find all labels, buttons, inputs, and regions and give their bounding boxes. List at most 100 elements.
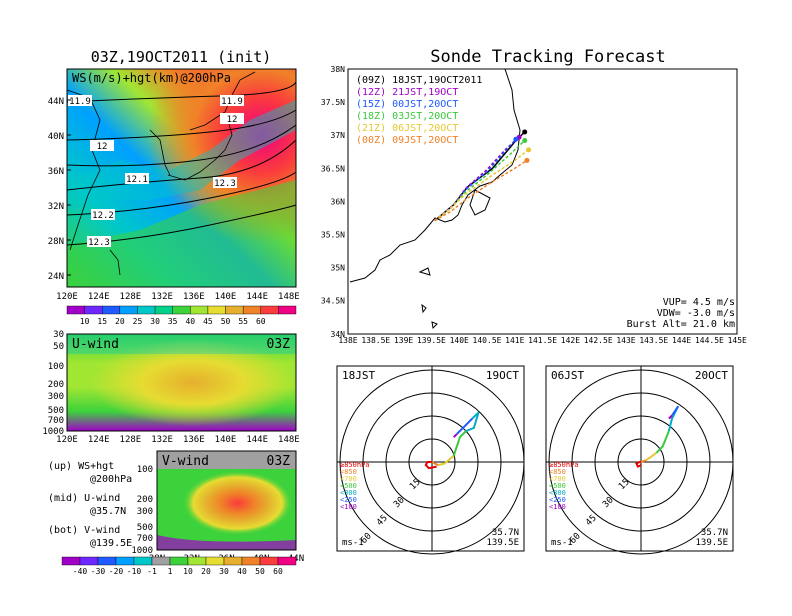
contour-label-bg — [220, 95, 244, 106]
right-title: Sonde Tracking Forecast — [430, 47, 665, 67]
hodograph-segment — [668, 414, 673, 420]
lat-tick-label: 36N — [48, 167, 64, 177]
level-legend-item: <700 — [549, 475, 566, 483]
note-line: @139.5E — [90, 538, 132, 549]
level-legend-item: <500 — [340, 482, 357, 490]
colorbar-box — [169, 556, 189, 566]
lon-tick-label: 140E — [215, 435, 237, 445]
colorbar-box — [278, 305, 297, 315]
note-line: @35.7N — [90, 506, 126, 517]
colorbar-box — [137, 305, 156, 315]
colorbar-box — [259, 556, 279, 566]
lon-tick-label: 132E — [151, 435, 173, 445]
level-tick: 1000 — [131, 546, 153, 556]
colorbar-box — [154, 305, 173, 315]
level-tick: 30 — [53, 330, 64, 340]
level-tick: 100 — [48, 362, 64, 372]
colorbar-tick: 50 — [221, 317, 231, 326]
contour-label-bg — [220, 113, 244, 124]
side-notes: (up) WS+hgt @200hPa (mid) U-wind @35.7N (bot… — [48, 461, 132, 549]
colorbar-tick: 1 — [168, 567, 173, 576]
lon-tick-label: 148E — [278, 292, 300, 302]
colorbar-tick: -1 — [147, 567, 157, 576]
colorbar-box — [61, 556, 81, 566]
level-legend-item: ≥850hPa — [549, 461, 579, 469]
colorbar-tick: 25 — [133, 317, 143, 326]
colorbar-box — [190, 305, 209, 315]
lat-tick-label: 36.5N — [321, 164, 345, 173]
colorbar-tick: 20 — [201, 567, 211, 576]
colorbar-tick: -40 — [73, 567, 88, 576]
hodograph-segment — [424, 461, 437, 470]
colorbar-box — [205, 556, 225, 566]
colorbar-tick: 15 — [97, 317, 107, 326]
contour-label: 12.3 — [88, 238, 110, 248]
level-legend-item: <100 — [549, 503, 566, 511]
lat-tick-label: 44N — [48, 97, 64, 107]
level-legend-item: ≥850hPa — [340, 461, 370, 469]
lon-tick-label: 142E — [561, 336, 580, 345]
lon-tick-label: 144E — [246, 435, 268, 445]
colorbar-tick: 40 — [237, 567, 247, 576]
lon-tick-label: 144.5E — [695, 336, 724, 345]
lat-tick-label: 28N — [48, 237, 64, 247]
hodograph-segment — [456, 417, 474, 435]
level-tick: 300 — [48, 392, 64, 402]
u-wind-time: 03Z — [267, 337, 291, 352]
u-wind-label: U-wind — [72, 337, 119, 352]
lon-tick-label: 128E — [120, 292, 142, 302]
hodograph-segment — [452, 433, 458, 438]
colorbar-tick: 55 — [238, 317, 248, 326]
v-wind-label: V-wind — [162, 454, 209, 469]
level-tick: 200 — [48, 380, 64, 390]
hodograph-segment — [452, 430, 467, 457]
lat-tick-label: 38N — [331, 65, 346, 74]
hodograph-date: 20OCT — [695, 369, 728, 382]
contour-label-bg — [68, 95, 92, 106]
lon-tick-label: 141E — [505, 336, 524, 345]
units-label: ms-1 — [342, 538, 364, 548]
track-line — [434, 149, 530, 222]
level-legend-item: <850 — [549, 468, 566, 476]
level-tick: 300 — [137, 507, 153, 517]
trajectory-map: (09Z) 18JST,19OCT2011(12Z) 21JST,19OCT(1… — [321, 65, 747, 345]
colorbar-tick: 60 — [256, 317, 266, 326]
colorbar-box — [277, 556, 297, 566]
wind-colorbar: -40 -30 -20 -10 -1 1 10 20 30 40 50 60 — [61, 556, 297, 576]
colorbar-box — [84, 305, 103, 315]
note-line: (bot) V-wind — [48, 525, 120, 536]
lon-tick-label: 138E — [338, 336, 357, 345]
hodograph-segment — [640, 459, 646, 463]
contour-label-bg — [91, 209, 115, 220]
level-tick: 500 — [137, 523, 153, 533]
hodograph-segment — [645, 451, 658, 462]
colorbar-box — [66, 305, 85, 315]
param-label: VUP= 4.5 m/s — [663, 297, 735, 308]
lon-tick-label: 136E — [183, 292, 205, 302]
level-legend-item: <250 — [340, 496, 357, 504]
hodograph-segment — [465, 411, 480, 432]
level-tick: 100 — [137, 465, 153, 475]
lon-tick-label: 144E — [246, 292, 268, 302]
contour-label-bg — [87, 236, 111, 247]
lon-tick-label: 124E — [88, 435, 110, 445]
level-tick: 500 — [48, 406, 64, 416]
colorbar-tick: 60 — [273, 567, 283, 576]
hodograph-time: 18JST — [342, 369, 375, 382]
level-tick: 700 — [48, 416, 64, 426]
launch-time-label: (18Z) 03JST,20OCT — [356, 111, 458, 122]
contour-label-bg — [213, 177, 237, 188]
level-legend-item: <850 — [340, 468, 357, 476]
lat-tick-label: 34N — [331, 330, 346, 339]
hodograph-segment — [671, 405, 680, 417]
launch-time-label: (00Z) 09JST,20OCT — [356, 135, 458, 146]
track-end-marker — [524, 157, 530, 163]
level-legend-item: <300 — [549, 489, 566, 497]
contour-label: 12.3 — [214, 179, 236, 189]
lon-tick-label: 136E — [183, 435, 205, 445]
colorbar-box — [241, 556, 261, 566]
lon-tick-label: 139.5E — [417, 336, 446, 345]
contour-label: 12 — [97, 142, 108, 152]
